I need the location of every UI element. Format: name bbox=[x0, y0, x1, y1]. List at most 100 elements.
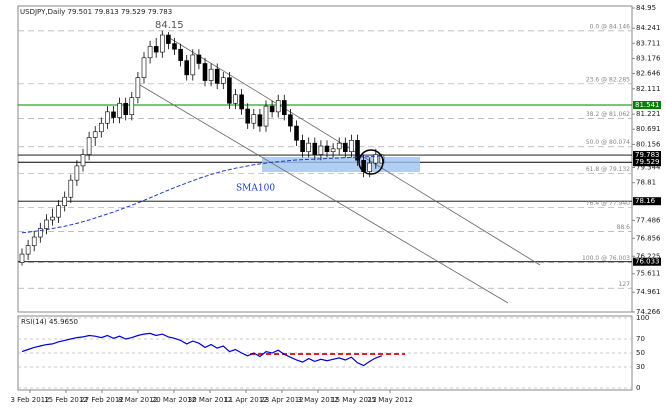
y-tick-label: 76.225 bbox=[636, 252, 661, 260]
fib-label: 127 bbox=[619, 281, 631, 288]
candle-body bbox=[318, 145, 324, 155]
level-tag-label: 76.033 bbox=[635, 258, 660, 266]
y-tick-label: 81.221 bbox=[636, 110, 661, 118]
candle-body bbox=[172, 43, 177, 50]
candle-body bbox=[50, 216, 55, 221]
y-tick-label: 84.95 bbox=[636, 4, 656, 12]
candle-body bbox=[214, 68, 220, 84]
level-tag bbox=[633, 257, 661, 266]
candle-body bbox=[99, 122, 104, 133]
channel-lower bbox=[139, 84, 509, 304]
fib-label: 88.6 bbox=[617, 224, 631, 231]
candle-body bbox=[269, 105, 275, 113]
peak-annotation: 84.15 bbox=[155, 20, 184, 31]
x-tick-label: 20 Mar 2012 bbox=[152, 396, 196, 404]
candle-body bbox=[160, 34, 165, 53]
rsi-tick-label: 30 bbox=[636, 363, 645, 371]
level-tag-label: 78.16 bbox=[635, 197, 656, 205]
candle-body bbox=[373, 154, 379, 164]
candle-body bbox=[281, 100, 287, 116]
candle-body bbox=[147, 46, 153, 59]
candle-body bbox=[275, 100, 281, 113]
fib-label: 38.2 @ 81.062 bbox=[586, 111, 630, 118]
y-tick-label: 83.711 bbox=[636, 39, 661, 47]
channel-upper bbox=[167, 36, 541, 266]
candle-body bbox=[135, 77, 141, 98]
candle-body bbox=[355, 140, 360, 161]
candle-body bbox=[153, 46, 159, 53]
candle-body bbox=[56, 205, 61, 218]
fib-label: 0.0 @ 84.146 bbox=[590, 23, 631, 30]
fib-label: 100.0 @ 76.003 bbox=[582, 255, 630, 262]
candle-body bbox=[288, 114, 293, 127]
candle-body bbox=[306, 142, 312, 152]
candle-body bbox=[166, 34, 171, 44]
price-panel bbox=[17, 5, 633, 313]
y-tick-label: 74.961 bbox=[636, 288, 661, 296]
x-tick-label: 25 May 2012 bbox=[367, 396, 413, 404]
candle-body bbox=[245, 108, 250, 124]
x-tick-label: 11 Apr 2012 bbox=[224, 396, 267, 404]
y-tick-label: 84.241 bbox=[636, 24, 661, 32]
rsi-line bbox=[21, 332, 383, 367]
sma100-line bbox=[21, 155, 382, 234]
candle-body bbox=[263, 105, 269, 127]
candle-body bbox=[233, 94, 238, 104]
x-tick-label: 3 May 2012 bbox=[297, 396, 338, 404]
rsi-tick-label: 70 bbox=[636, 335, 645, 343]
candle-body bbox=[19, 253, 25, 263]
candle-body bbox=[208, 68, 214, 81]
fib-label: 23.6 @ 82.285 bbox=[586, 76, 630, 83]
candle-body bbox=[86, 137, 92, 155]
candle-body bbox=[80, 154, 86, 167]
y-tick-label: 75.611 bbox=[636, 270, 661, 278]
candle-body bbox=[184, 60, 189, 76]
candle-body bbox=[312, 142, 318, 155]
y-tick-label: 77.486 bbox=[636, 216, 661, 224]
x-tick-label: 3 Feb 2012 bbox=[10, 396, 49, 404]
candle-body bbox=[251, 114, 257, 124]
rsi-tick-label: 0 bbox=[636, 384, 640, 392]
y-tick-label: 82.111 bbox=[636, 85, 661, 93]
fib-label: 76.4 @ 77.940 bbox=[586, 200, 630, 207]
candle-body bbox=[178, 48, 183, 61]
candle-body bbox=[349, 140, 354, 152]
rsi-tick-label: 100 bbox=[636, 314, 649, 322]
candle-body bbox=[196, 54, 202, 64]
level-tag bbox=[633, 158, 661, 167]
candle-body bbox=[300, 140, 305, 152]
y-tick-label: 80.691 bbox=[636, 125, 661, 133]
y-tick-label: 82.646 bbox=[636, 70, 661, 78]
candle-body bbox=[129, 97, 135, 116]
x-tick-label: 30 Mar 2012 bbox=[188, 396, 232, 404]
rsi-label: RSI(14) 45.9650 bbox=[21, 318, 78, 326]
candle-body bbox=[37, 228, 43, 238]
y-tick-label: 74.266 bbox=[636, 308, 661, 316]
candle-body bbox=[202, 63, 208, 81]
level-tag bbox=[633, 151, 661, 160]
y-tick-label: 83.176 bbox=[636, 54, 661, 62]
candle-body bbox=[324, 145, 330, 152]
candle-body bbox=[44, 219, 49, 229]
candle-body bbox=[330, 148, 336, 152]
y-tick-label: 76.856 bbox=[636, 234, 661, 242]
candle-body bbox=[239, 94, 244, 110]
candle-body bbox=[25, 245, 31, 255]
level-tag bbox=[633, 100, 661, 109]
highlight-circle bbox=[358, 149, 384, 175]
sma-label: SMA100 bbox=[236, 184, 275, 194]
chart-title: USDJPY,Daily 79.501 79.813 79.529 79.783 bbox=[20, 8, 172, 16]
x-tick-label: 15 Feb 2012 bbox=[44, 396, 88, 404]
support-zone bbox=[262, 157, 420, 172]
level-tag bbox=[633, 197, 661, 206]
candle-body bbox=[221, 77, 226, 84]
y-tick-label: 80.156 bbox=[636, 140, 661, 148]
x-tick-label: 8 Mar 2012 bbox=[118, 396, 158, 404]
fib-label: 61.8 @ 79.132 bbox=[586, 166, 630, 173]
candle-body bbox=[74, 165, 80, 181]
candle-body bbox=[257, 114, 263, 127]
candle-body bbox=[68, 179, 74, 198]
level-tag-label: 79.783 bbox=[635, 151, 660, 159]
